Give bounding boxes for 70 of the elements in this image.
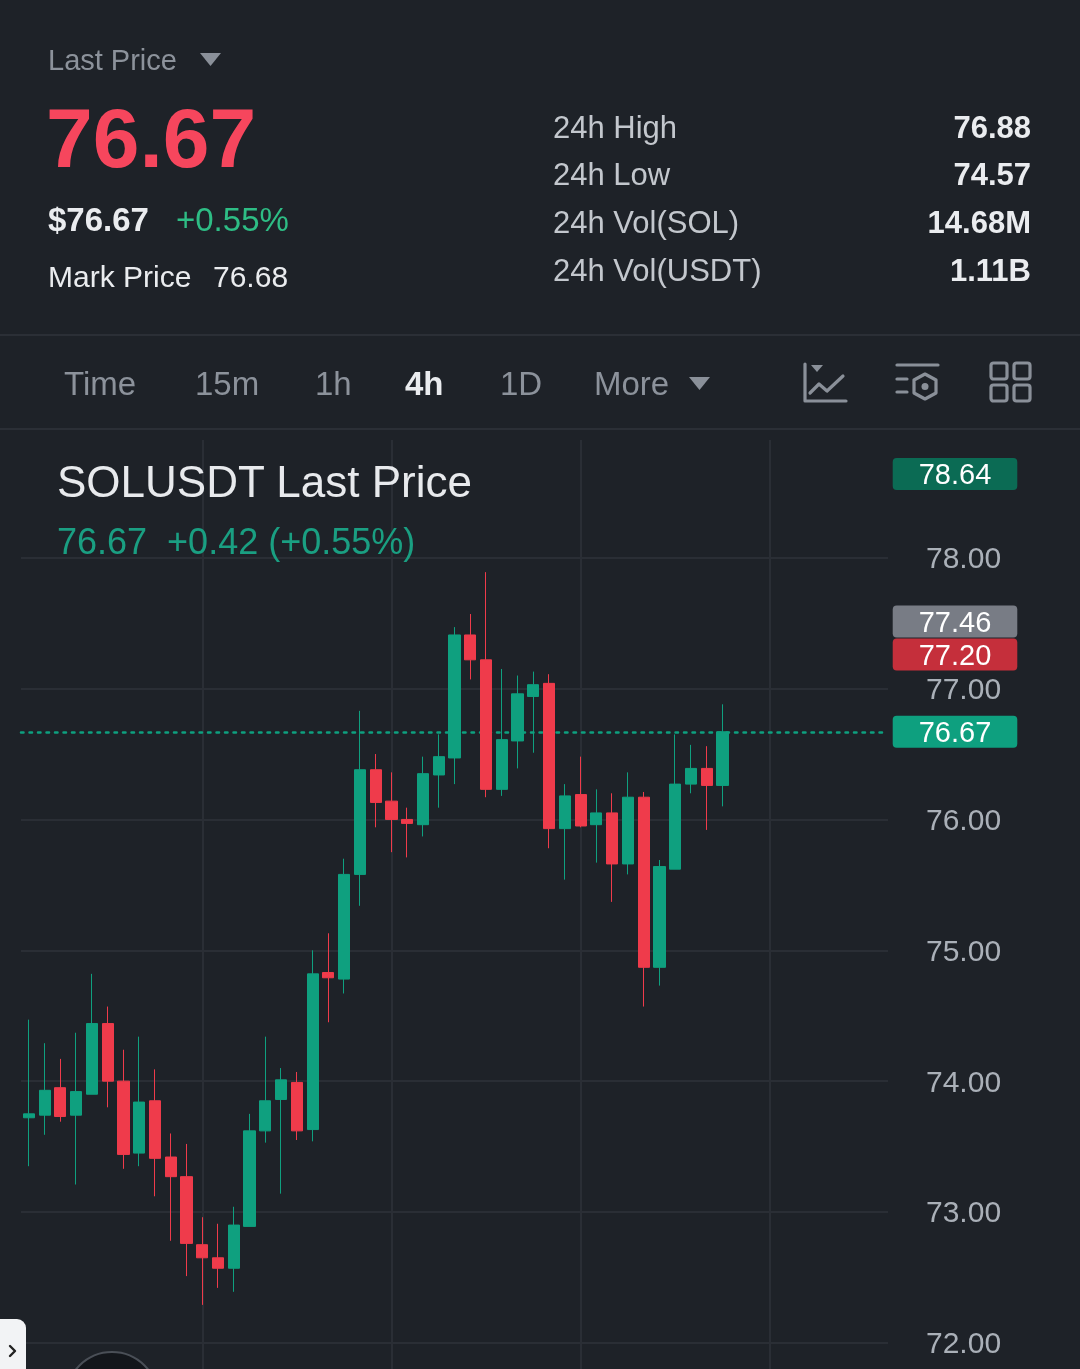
candlestick (23, 1019, 35, 1167)
candlestick (86, 973, 98, 1095)
text: Time (64, 364, 137, 402)
text: More (594, 364, 670, 402)
candlestick (701, 745, 713, 831)
text: 24h Vol(USDT) (553, 252, 762, 288)
text: 1D (500, 364, 543, 402)
candlestick (417, 756, 429, 837)
candlestick (606, 792, 618, 903)
text: 77.46 (918, 605, 992, 638)
candlestick (102, 1006, 114, 1108)
text: 24h High (553, 109, 678, 145)
y-tick-label: 72.00 (926, 1326, 1002, 1360)
y-tick-label: 77.00 (926, 672, 1002, 706)
candlestick (259, 1036, 271, 1144)
y-tick-label: 73.00 (926, 1195, 1002, 1229)
text: 77.20 (918, 638, 992, 671)
candlestick (401, 807, 413, 858)
candlestick (243, 1113, 256, 1227)
text: 76.68 (213, 260, 289, 293)
candlestick (180, 1143, 193, 1277)
candlestick (370, 753, 382, 828)
text: Mark Price (48, 260, 192, 293)
ref-line-label: 76.67 (918, 715, 992, 748)
candlestick (338, 858, 350, 994)
candlestick (196, 1216, 208, 1306)
candlestick (590, 788, 602, 864)
candlestick (54, 1058, 66, 1123)
candlestick (307, 949, 319, 1142)
text: 74.57 (953, 156, 1031, 192)
candlestick (385, 771, 398, 853)
candlestick (543, 673, 555, 849)
text: +0.55% (176, 200, 289, 238)
candlestick (275, 1067, 287, 1195)
y-tick-label: 78.00 (926, 541, 1002, 575)
text: 1h (315, 364, 352, 402)
candlestick (622, 771, 634, 875)
y-tick-label: 74.00 (926, 1064, 1002, 1098)
candlestick (149, 1068, 161, 1197)
candlestick (212, 1223, 224, 1289)
text: 14.68M (927, 204, 1031, 240)
text: 4h (405, 364, 444, 402)
candlestick (165, 1132, 177, 1242)
text: 1.11B (949, 252, 1031, 288)
candlestick (228, 1206, 240, 1293)
text: Last Price (48, 43, 177, 76)
candlestick (638, 791, 650, 1008)
candlestick (480, 571, 492, 798)
candlestick (575, 756, 587, 828)
candlestick (291, 1071, 303, 1141)
y-tick-label: 76.00 (926, 802, 1002, 836)
text: 76.67 +0.42 (+0.55%) (57, 520, 416, 562)
candlestick (70, 1032, 82, 1186)
candlestick (464, 613, 476, 680)
candlestick (685, 744, 697, 794)
candlestick (322, 932, 334, 1023)
candlestick (133, 1036, 145, 1167)
chart-title: SOLUSDT Last Price (57, 456, 472, 506)
candlestick (559, 783, 571, 881)
candlestick (653, 859, 666, 987)
y-tick-label: 75.00 (926, 933, 1002, 967)
text: 76.88 (953, 109, 1031, 145)
candlestick (39, 1042, 51, 1136)
text: 78.64 (918, 458, 992, 490)
text: 15m (195, 364, 260, 402)
candlestick (117, 1049, 130, 1170)
text: 24h Low (553, 156, 671, 192)
text: 24h Vol(SOL) (553, 204, 740, 240)
text: $76.67 (48, 200, 149, 238)
text: 76.67 (46, 91, 257, 185)
